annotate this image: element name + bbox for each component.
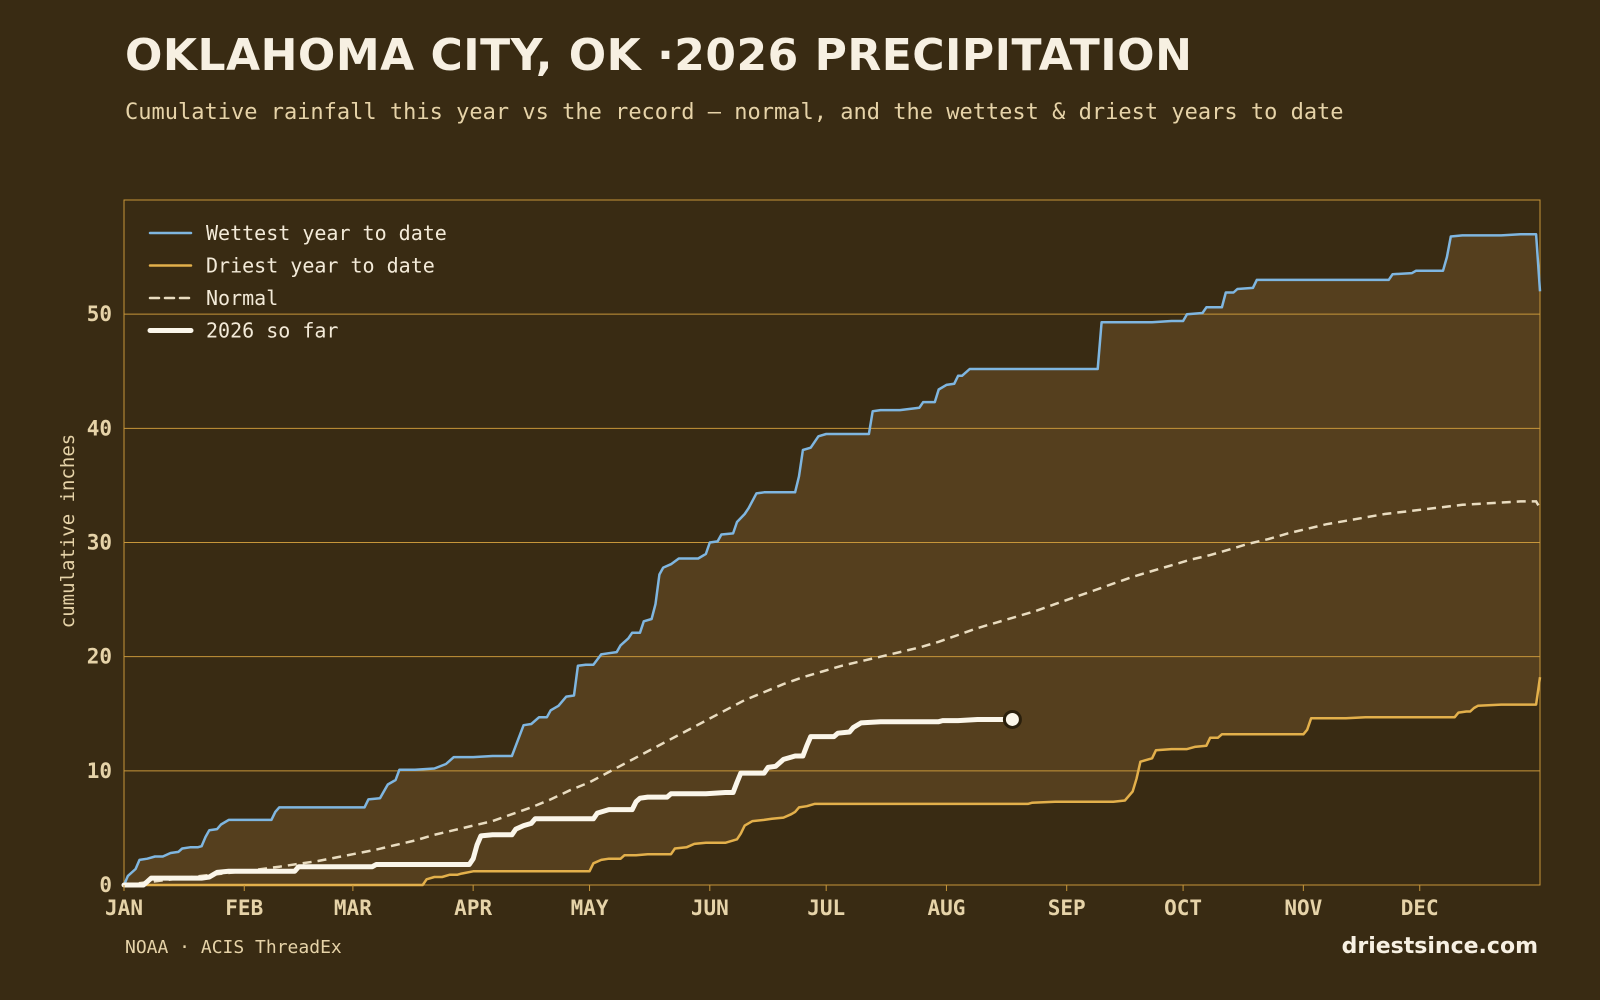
- x-tick-label: NOV: [1284, 896, 1322, 920]
- data-source: NOAA · ACIS ThreadEx: [125, 937, 342, 958]
- x-tick-label: JUN: [691, 896, 729, 920]
- y-tick-label: 0: [99, 873, 112, 897]
- legend: Wettest year to date Driest year to date N…: [147, 221, 447, 343]
- series-line-driest: [124, 677, 1542, 887]
- series-line-current: [121, 717, 1015, 888]
- legend-label-wettest: Wettest year to date: [206, 221, 447, 245]
- x-tick-label: APR: [454, 896, 492, 920]
- legend-label-current: 2026 so far: [206, 319, 338, 343]
- x-tick-label: MAR: [334, 896, 372, 920]
- series-line-wettest: [122, 233, 1542, 886]
- y-axis-label: cumulative inches: [57, 434, 79, 628]
- record-range-band: [124, 234, 1540, 886]
- y-axis-ticks: 0 10 20 30 40 50: [87, 302, 112, 897]
- y-tick-label: 50: [87, 302, 112, 326]
- record-band-area: [124, 234, 1540, 886]
- current-endpoint-marker: [1002, 709, 1022, 729]
- legend-label-driest: Driest year to date: [206, 254, 435, 278]
- y-tick-label: 10: [87, 759, 112, 783]
- series-line-normal: [123, 500, 1542, 887]
- x-tick-label: JAN: [105, 896, 143, 920]
- y-tick-label: 20: [87, 645, 112, 669]
- series-lines: [121, 233, 1542, 888]
- grid-lines: [123, 199, 1541, 886]
- site-credit[interactable]: driestsince.com: [1341, 934, 1538, 959]
- x-tick-label: SEP: [1048, 896, 1086, 920]
- legend-label-normal: Normal: [206, 286, 278, 310]
- chart-title: OKLAHOMA CITY, OK ·2026 PRECIPITATION: [125, 30, 1193, 81]
- x-tick-label: AUG: [927, 896, 965, 920]
- x-tick-label: OCT: [1164, 896, 1202, 920]
- y-tick-label: 30: [87, 531, 112, 555]
- x-axis-ticks: JAN FEB MAR APR MAY JUN JUL AUG SEP OCT NOV DEC: [105, 885, 1439, 920]
- x-tick-label: JUL: [807, 896, 845, 920]
- x-tick-label: MAY: [571, 896, 609, 920]
- x-tick-label: FEB: [225, 896, 263, 920]
- y-tick-label: 40: [87, 416, 112, 440]
- x-tick-label: DEC: [1401, 896, 1439, 920]
- chart-subtitle: Cumulative rainfall this year vs the rec…: [125, 100, 1344, 125]
